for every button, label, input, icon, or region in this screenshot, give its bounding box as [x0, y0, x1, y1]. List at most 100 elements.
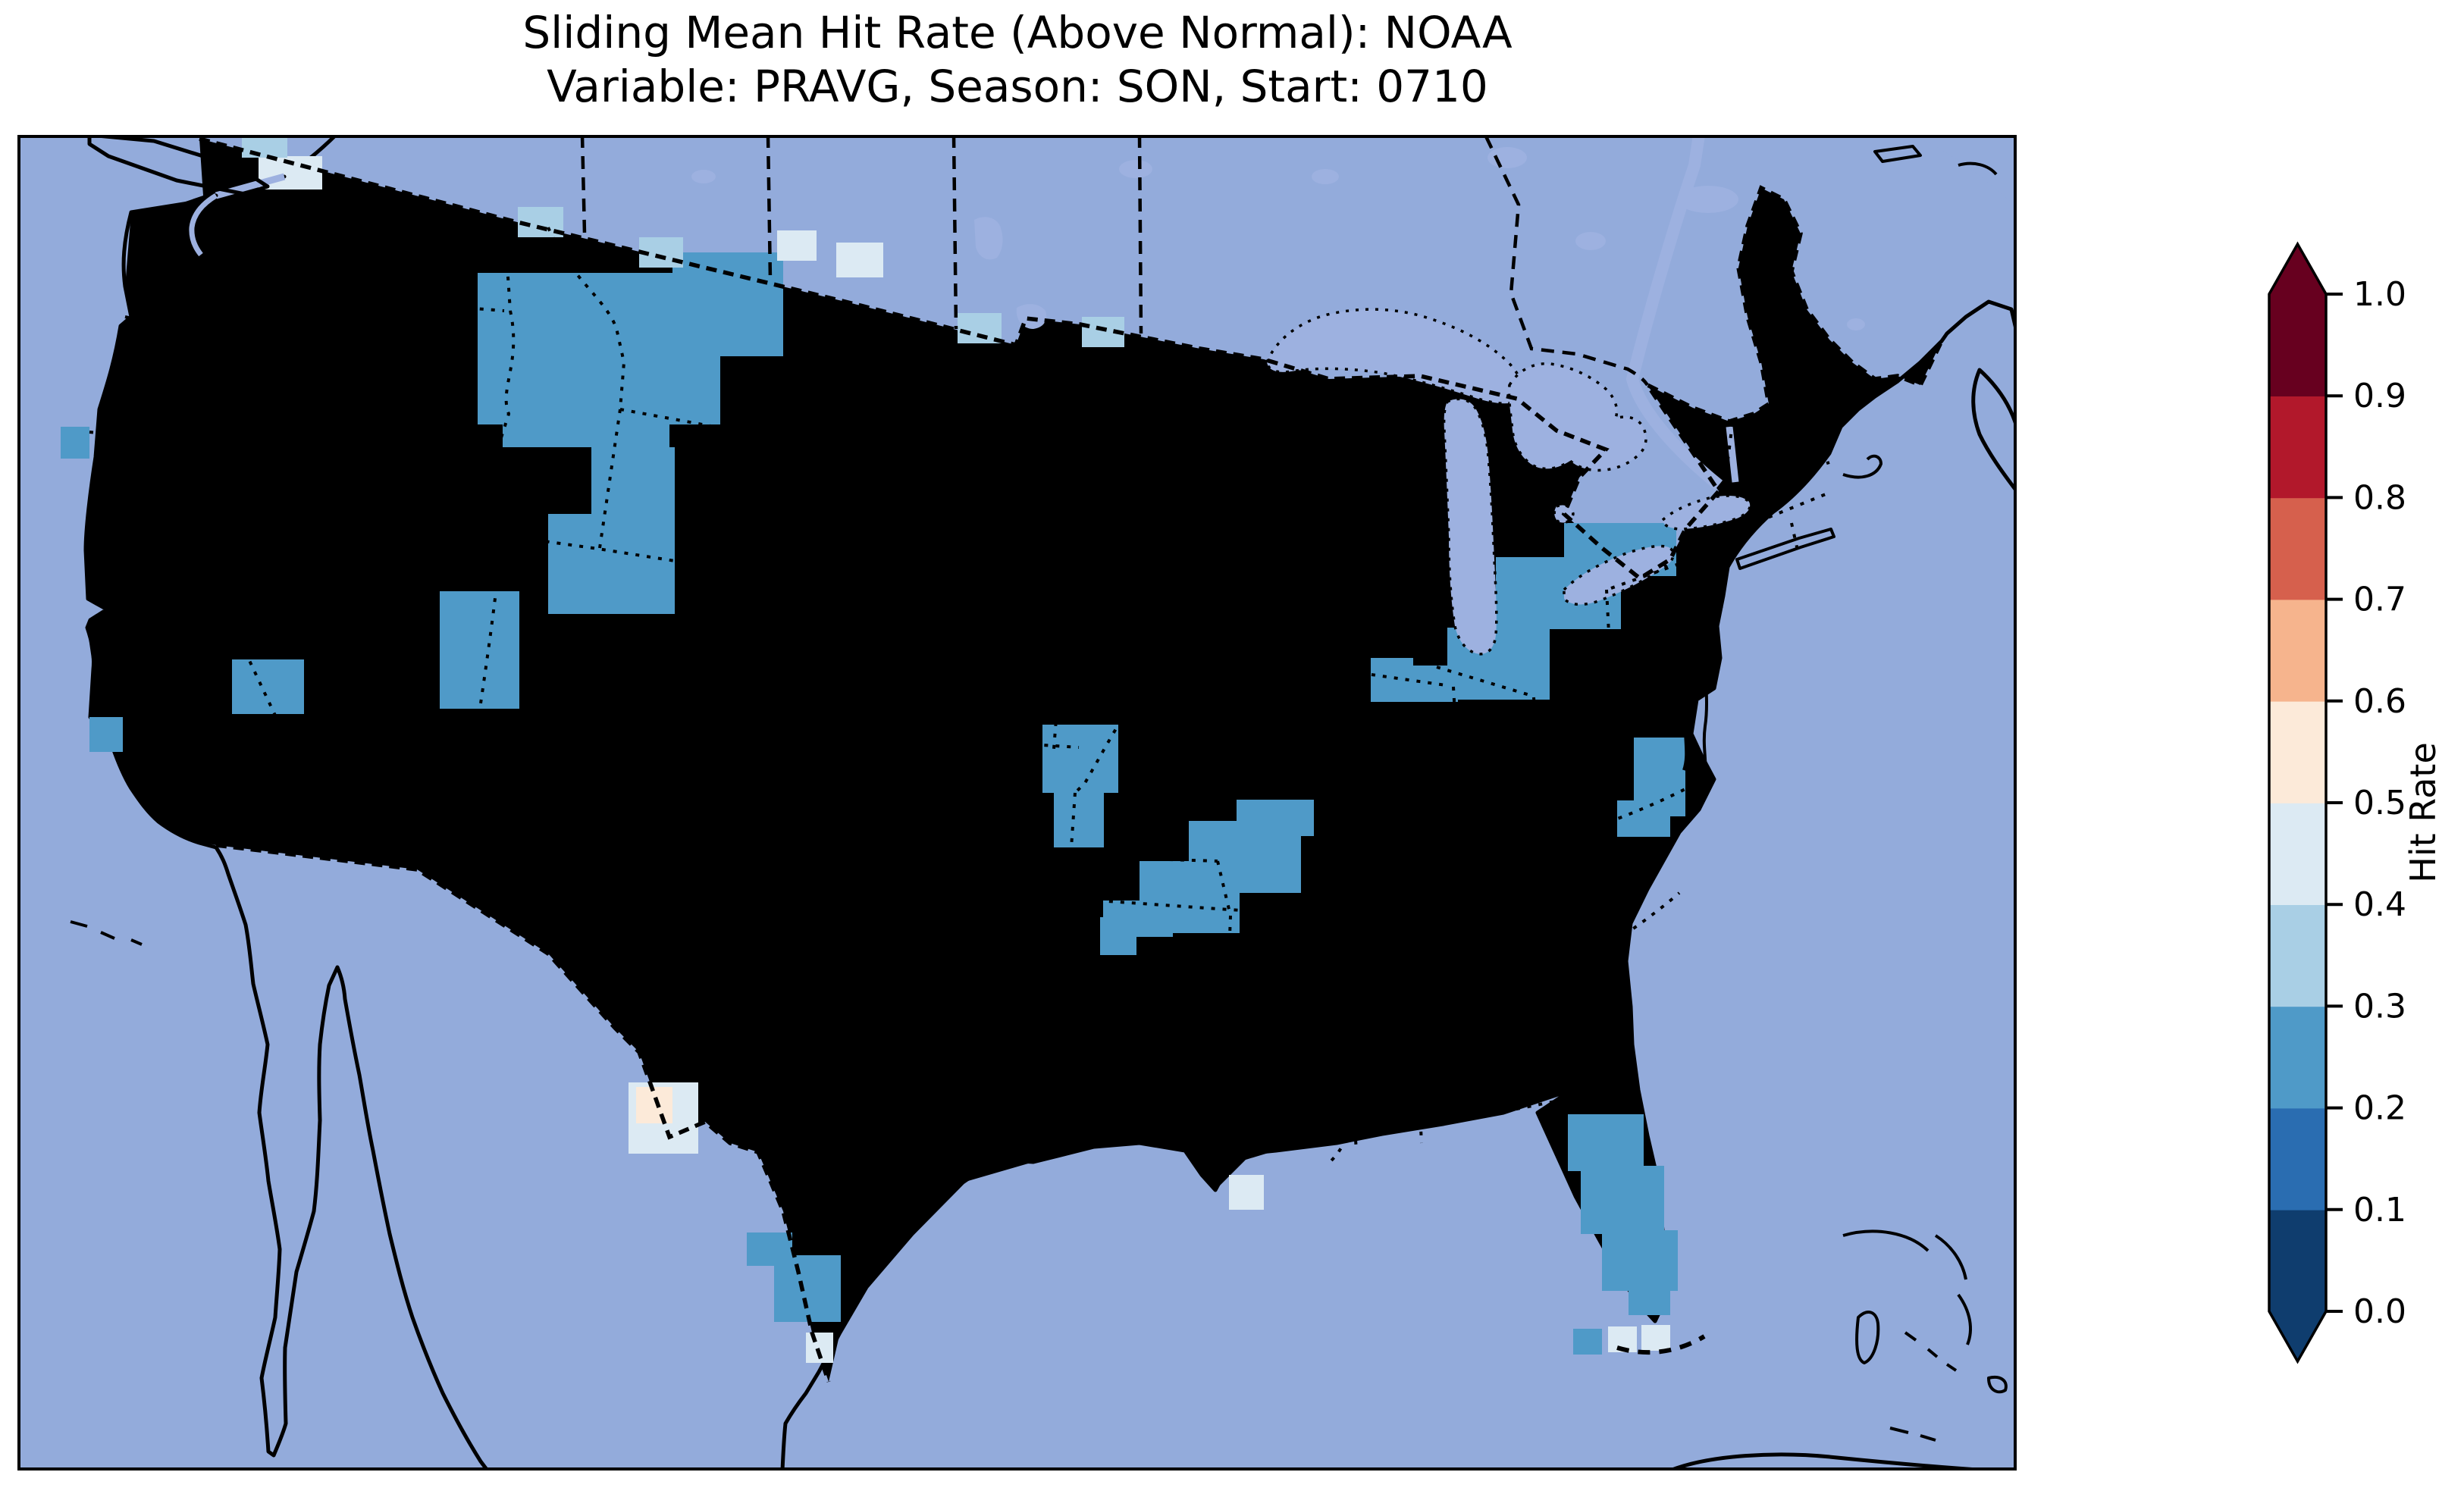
hit-rate-cell-0.4-0.5: [836, 243, 883, 277]
border-mt-wy-45n: [619, 408, 810, 446]
border-sc-ga: [1527, 966, 1629, 994]
colorbar-tick-label: 0.2: [2353, 1089, 2406, 1128]
border-mt-nd: [797, 335, 813, 473]
chart-title: Sliding Mean Hit Rate (Above Normal): NO…: [0, 6, 2035, 114]
bahamas-abaco: [1934, 1234, 1967, 1280]
colorbar-tick-label: 0.9: [2353, 377, 2406, 415]
cape-cod: [1842, 454, 1882, 479]
hit-rate-cell-0.3-0.4: [958, 313, 1002, 343]
border-ohio-river: [1378, 732, 1616, 959]
border-mason-dixon: [1512, 687, 1694, 731]
columbia-river-mouth: [124, 315, 143, 322]
colorbar-segments: [2268, 241, 2328, 1364]
hit-rate-cell-0.4-0.5: [1641, 1325, 1670, 1351]
bahamas-andros: [1855, 1311, 1880, 1364]
border-ma-south: [1757, 491, 1830, 523]
colorbar: 0.0 0.1 0.2 0.3 0.4 0.5 0.6 0.7 0.8 0.9 1.0 Hit Ra…: [2268, 241, 2444, 1364]
border-nv-ut: [474, 462, 510, 741]
border-37n: [284, 738, 1218, 863]
border-us-canada: [199, 136, 1944, 581]
border-ny-pa-42n: [1610, 547, 1724, 590]
border-ma-north: [1750, 461, 1830, 489]
border-sk-mb: [951, 135, 958, 330]
hit-rate-cell-0.2-0.3: [1581, 1166, 1664, 1234]
hit-rate-cell-0.2-0.3: [61, 427, 89, 459]
colorbar-tick-label: 0.4: [2353, 885, 2406, 924]
canada-lake-2: [1678, 186, 1738, 213]
lake-ontario: [1661, 494, 1751, 531]
colorbar-bin: [2269, 1006, 2326, 1109]
border-ky-tn: [1302, 926, 1497, 940]
border-wa-or: [129, 270, 505, 312]
colorbar-extend-above: [2269, 244, 2326, 294]
hit-rate-cell-0.2-0.3: [1602, 1230, 1678, 1291]
hit-rate-cell-0.2-0.3: [1617, 800, 1670, 837]
chart-title-line2: Variable: PRAVG, Season: SON, Start: 071…: [547, 60, 1488, 112]
chesapeake-bay-2: [1702, 634, 1708, 778]
border-oh-pa: [1605, 589, 1616, 734]
canada-lake-7: [1847, 318, 1865, 330]
border-mb-on: [1137, 135, 1143, 334]
canada-lake-1: [1487, 147, 1527, 168]
lake-erie: [1563, 544, 1675, 606]
border-red-river: [1018, 1001, 1224, 1081]
border-ok-panhandle: [845, 895, 1027, 916]
colorbar-bin: [2269, 1209, 2326, 1312]
border-mn-dakotas: [1146, 339, 1164, 606]
colorbar-tick-label: 0.1: [2353, 1191, 2406, 1229]
nova-scotia: [1971, 368, 2017, 493]
hit-rate-cell-0.2-0.3: [503, 362, 669, 447]
lake-of-the-woods: [1016, 304, 1047, 329]
vancouver-island: [87, 135, 270, 196]
colorbar-bin: [2269, 294, 2326, 396]
border-ar-la: [1228, 1077, 1353, 1088]
colorbar-tick-label: 0.7: [2353, 581, 2406, 619]
canada-lake-5: [1119, 160, 1152, 178]
bahamas-exuma-cays: [1904, 1331, 1958, 1372]
great-lakes: [691, 147, 1865, 656]
lake-superior: [1265, 308, 1524, 405]
canada-lake-4: [1312, 169, 1339, 184]
province-borders: [580, 135, 1649, 387]
hit-rate-cell-0.4-0.5: [777, 230, 817, 261]
bahamas-grand-bahama: [1842, 1229, 1930, 1252]
border-vt-nh: [1756, 406, 1770, 481]
border-ct-ri: [1790, 522, 1799, 551]
colorbar-bin: [2269, 497, 2326, 600]
colorbar-extend-below: [2269, 1311, 2326, 1361]
border-on-qc: [1484, 136, 1649, 387]
border-il-in: [1452, 686, 1472, 852]
gulf-of-st-lawrence: [1898, 135, 2017, 207]
hit-rate-cell-0.2-0.3: [1100, 917, 1136, 955]
border-al-ga: [1503, 1053, 1509, 1112]
lake-michigan: [1442, 397, 1498, 656]
border-mississippi-river: [1301, 493, 1387, 1166]
hit-rate-cell-0.2-0.3: [1629, 1281, 1670, 1315]
border-nj-pa: [1716, 547, 1725, 609]
border-ok-ks-east: [1216, 860, 1232, 916]
national-borders: [199, 136, 1944, 1383]
colorbar-bin: [2269, 904, 2326, 1007]
border-ut-co: [682, 565, 705, 841]
border-wi-il: [1371, 673, 1447, 687]
border-in-oh: [1532, 697, 1541, 794]
hit-rate-cell-0.2-0.3: [232, 659, 304, 714]
hit-rate-cell-0.2-0.3: [440, 591, 519, 709]
border-41n: [511, 535, 793, 584]
colorbar-tick-label: 0.3: [2353, 987, 2406, 1026]
border-nc-sc: [1525, 891, 1681, 994]
colorbar-bin: [2269, 700, 2326, 803]
border-mn-ia: [1152, 596, 1337, 612]
lake-winnipeg: [974, 217, 1003, 260]
border-mo-ar: [1074, 897, 1357, 919]
hit-rate-cell-0.2-0.3: [548, 514, 624, 614]
border-sd-ne: [784, 603, 1164, 667]
hit-rate-cell-0.4-0.5: [1229, 1175, 1264, 1210]
border-ca-nv: [214, 453, 381, 865]
hit-rate-cell-0.2-0.3: [747, 1232, 792, 1266]
canada-lake-3: [1575, 232, 1606, 250]
map-plot: [17, 135, 2017, 1471]
border-wy-co-east: [779, 474, 800, 848]
hit-rate-cell-0.2-0.3: [1573, 1329, 1602, 1355]
